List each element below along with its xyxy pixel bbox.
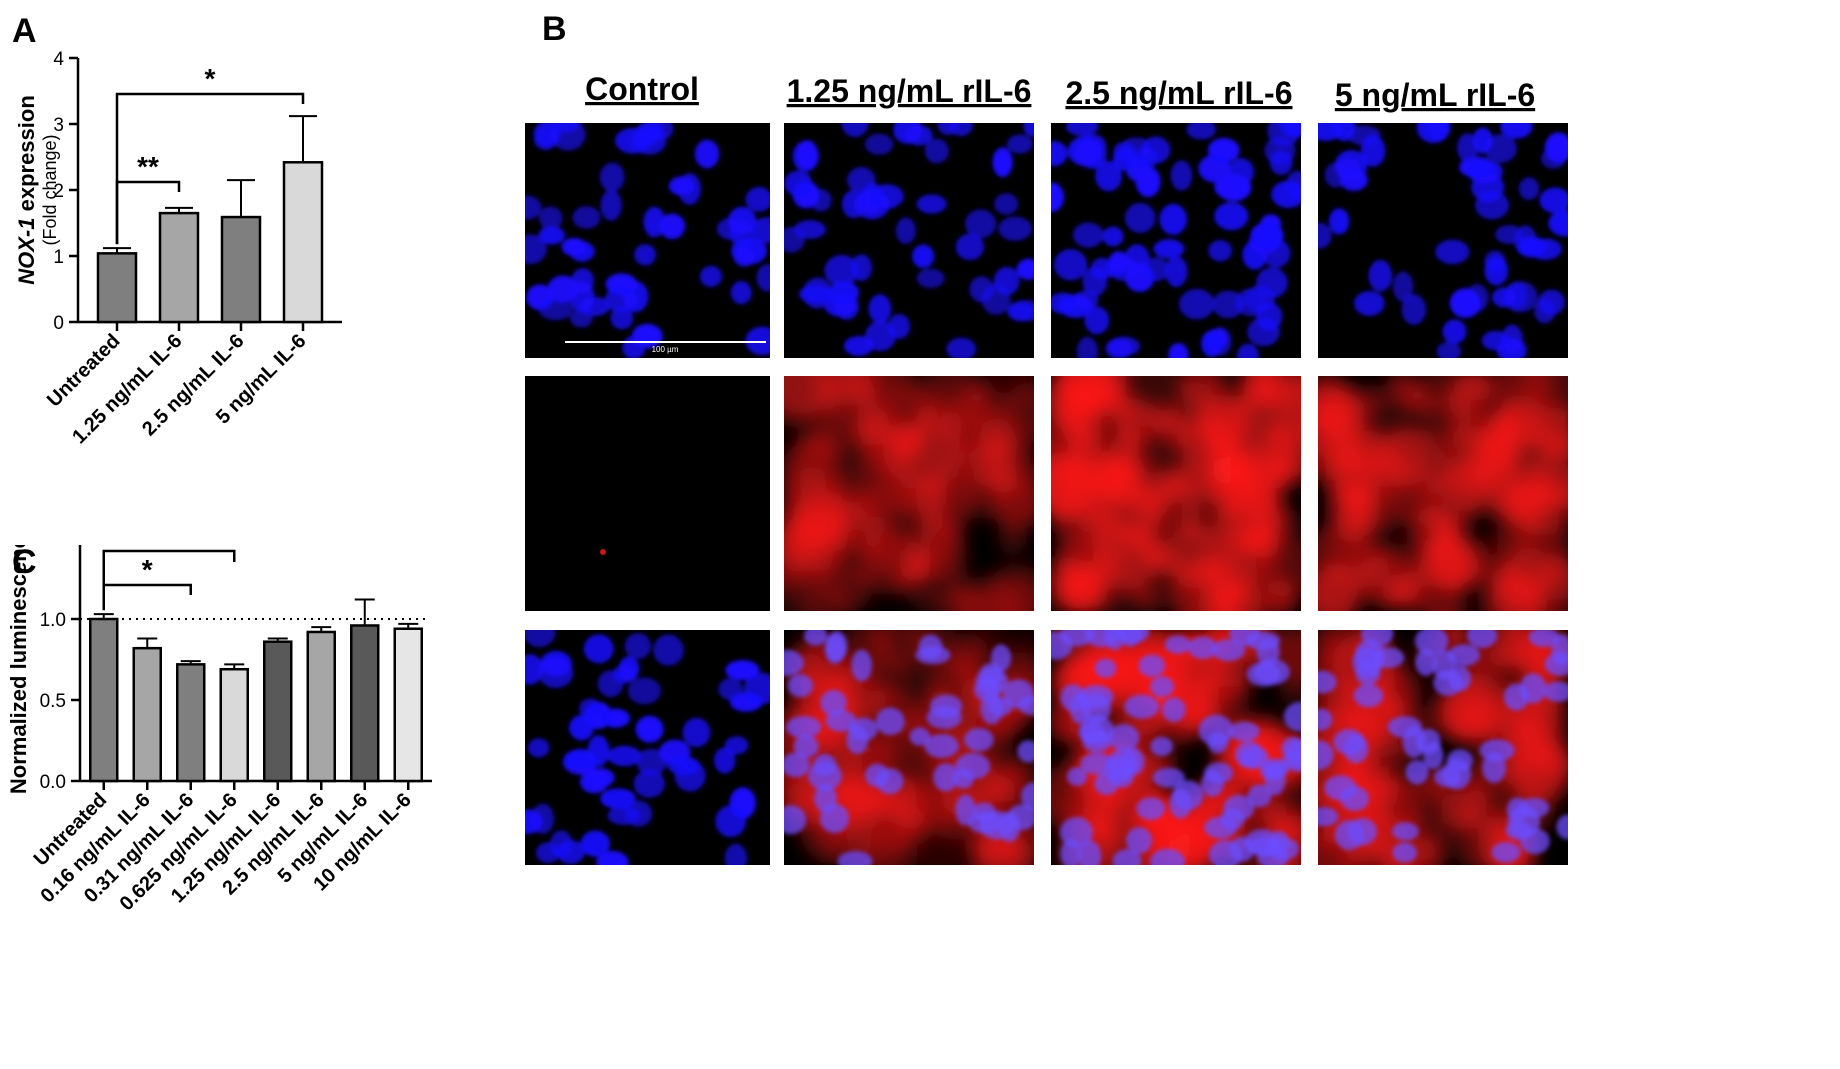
micrograph-dapi-0 <box>525 123 770 358</box>
significance-label: ** <box>158 545 180 551</box>
micrograph-dhe-0 <box>525 376 770 611</box>
y-axis-label-rest: expression <box>14 95 39 217</box>
chart-c: C 0.00.51.01.5Untreated0.16 ng/mL IL-60.… <box>6 545 432 915</box>
dhe-signal <box>1051 376 1301 611</box>
significance-label: * <box>142 554 153 585</box>
column-header-1: 1.25 ng/mL rIL-6 <box>787 73 1032 109</box>
dhe-signal <box>784 376 1034 611</box>
y-tick-label: 3 <box>53 115 64 136</box>
significance-label: ** <box>137 151 159 182</box>
y-tick-label: 0 <box>53 313 64 334</box>
bar <box>89 617 119 783</box>
micrograph-merged-0 <box>525 630 770 865</box>
column-header-2: 2.5 ng/mL rIL-6 <box>1065 75 1292 111</box>
row-header-merged: MERGED <box>520 679 521 811</box>
dapi-nuclei <box>784 630 1034 865</box>
y-tick-label: 4 <box>53 49 64 70</box>
dhe-signal <box>1318 376 1568 611</box>
micrograph-merged-1 <box>784 630 1034 865</box>
dapi-nuclei <box>525 123 770 358</box>
microscopy-panel: B Control 1.25 ng/mL rIL-6 2.5 ng/mL rIL-6… <box>520 10 1568 865</box>
micrograph-dapi-2 <box>1051 123 1301 358</box>
column-header-0: Control <box>585 71 699 107</box>
y-tick-label: 1.5 <box>40 545 66 550</box>
bar <box>306 630 336 783</box>
micrograph-background <box>525 376 770 611</box>
micrograph-dhe-1 <box>784 376 1034 611</box>
y-axis-sublabel: (Fold change) <box>40 134 60 245</box>
bar <box>350 624 380 783</box>
micrograph-dhe-2 <box>1051 376 1301 611</box>
bar <box>158 211 200 324</box>
y-tick-label: 1.0 <box>40 610 66 631</box>
bar <box>176 663 206 783</box>
y-tick-label: 0.5 <box>40 691 66 712</box>
panel-b-label: B <box>542 10 567 48</box>
micrograph-merged-3 <box>1318 630 1568 865</box>
dapi-nuclei <box>1051 123 1301 358</box>
y-tick-label: 1 <box>53 247 64 268</box>
micrograph-dapi-1 <box>784 123 1034 358</box>
dapi-nuclei <box>1318 630 1568 863</box>
y-axis-label: NOX-1 expression <box>14 95 39 285</box>
y-tick-label: 0.0 <box>40 772 66 793</box>
column-header-3: 5 ng/mL rIL-6 <box>1335 77 1535 113</box>
micrograph-merged-2 <box>1051 630 1301 865</box>
x-tick-label: 1.25 ng/mL IL-6 <box>68 330 186 448</box>
bar <box>96 252 138 324</box>
panel-c-label: C <box>12 545 37 581</box>
dapi-nuclei <box>525 630 770 865</box>
y-axis-label: Normalized luminescence <box>6 545 31 794</box>
bar <box>132 646 162 783</box>
significance-label: * <box>205 63 216 94</box>
panel-a-label: A <box>12 12 37 50</box>
significance-bracket <box>102 549 236 611</box>
y-axis-label-gene: NOX-1 <box>14 218 39 285</box>
bar <box>393 627 423 783</box>
bar <box>220 215 262 324</box>
row-header-dhe: DHE <box>520 461 521 524</box>
dapi-nuclei <box>1051 630 1301 865</box>
y-tick-label: 2 <box>53 181 64 202</box>
bar <box>263 640 293 783</box>
dapi-nuclei <box>784 123 1034 358</box>
dapi-nuclei <box>1318 123 1568 358</box>
bar <box>282 161 324 324</box>
significance-bracket <box>115 92 305 245</box>
dhe-speck <box>600 549 606 555</box>
scale-bar-label: 100 µm <box>652 345 679 354</box>
row-header-dapi: DAPI <box>520 202 521 274</box>
micrograph-dhe-3 <box>1318 376 1568 611</box>
bar <box>219 667 249 783</box>
significance-bracket <box>102 583 192 611</box>
micrograph-dapi-3 <box>1318 123 1568 358</box>
